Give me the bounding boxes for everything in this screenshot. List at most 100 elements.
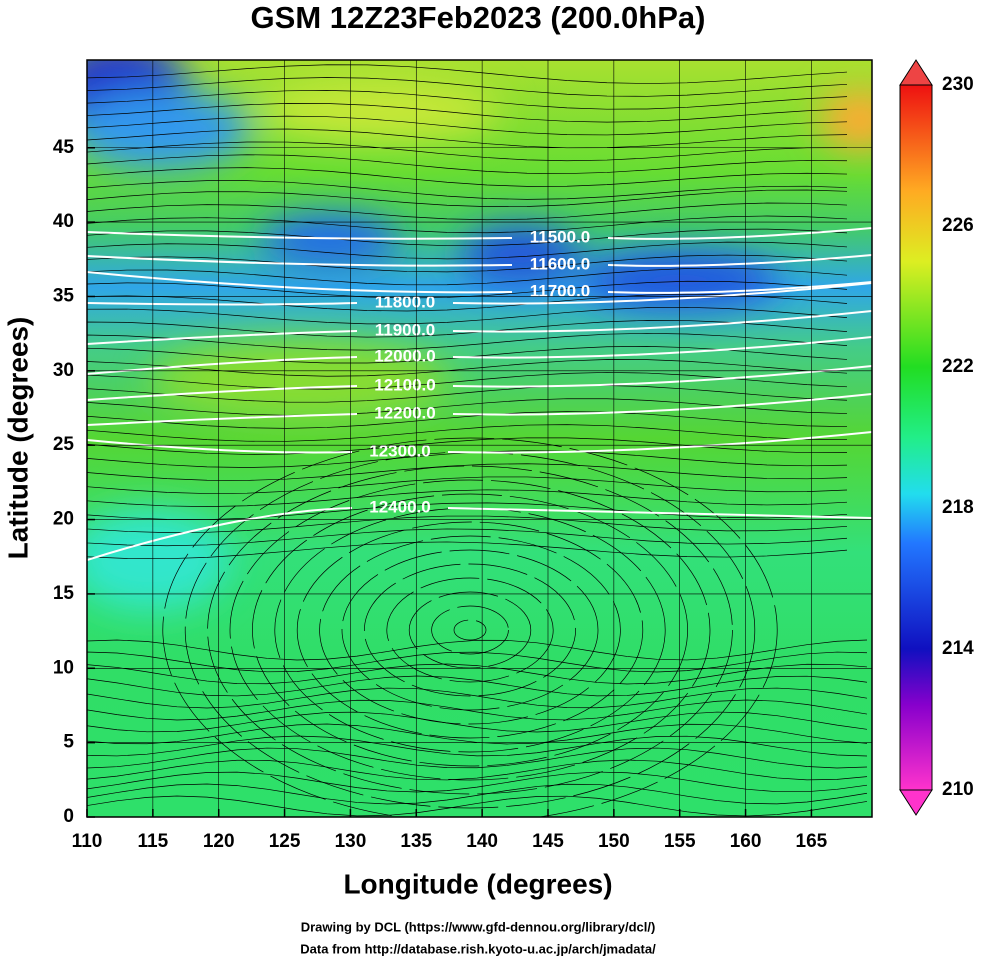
streamline [87, 771, 868, 793]
credit-line: Drawing by DCL (https://www.gfd-dennou.o… [301, 919, 656, 934]
x-axis-label: Longitude (degrees) [343, 868, 612, 899]
streamlines [87, 64, 868, 817]
y-tick-label: 0 [63, 806, 74, 827]
streamline [252, 493, 688, 767]
streamline [87, 795, 868, 817]
streamline [431, 605, 509, 655]
x-tick-label: 110 [72, 831, 103, 852]
streamline [87, 424, 848, 442]
streamline [87, 639, 868, 661]
y-tick-label: 35 [53, 285, 75, 306]
x-tick-label: 130 [335, 831, 367, 852]
contour-line [87, 310, 872, 345]
streamline [87, 280, 848, 299]
contour-line [87, 254, 872, 267]
streamline [296, 521, 644, 739]
streamline [341, 549, 599, 711]
x-tick-label: 140 [466, 831, 498, 852]
y-tick-label: 20 [53, 509, 74, 530]
contour-line [87, 393, 872, 426]
streamline [87, 735, 868, 757]
colorbar-tick-label: 214 [942, 638, 974, 659]
x-tick-label: 160 [730, 831, 762, 852]
streamline [87, 115, 848, 136]
contour-label: 11900.0 [375, 320, 436, 339]
y-tick-label: 10 [53, 657, 74, 678]
streamline [87, 711, 868, 733]
colorbar-tick-label: 218 [942, 497, 974, 518]
streamline [87, 167, 848, 187]
streamline [87, 489, 848, 507]
colorbar-tick-label: 226 [942, 215, 974, 236]
streamline [87, 293, 848, 312]
streamline [87, 463, 848, 481]
streamline [162, 437, 778, 817]
streamline [87, 663, 868, 685]
y-axis-label: Latitude (degrees) [2, 317, 33, 560]
x-tick-label: 120 [203, 831, 235, 852]
streamline [87, 320, 848, 338]
streamline [87, 385, 848, 403]
streamline [87, 747, 868, 769]
streamline [87, 128, 848, 149]
streamline [87, 189, 848, 207]
streamline [87, 346, 848, 364]
streamline [87, 254, 848, 273]
streamline [319, 535, 621, 725]
x-tick-label: 125 [269, 831, 301, 852]
streamline [87, 699, 868, 721]
y-tick-label: 45 [53, 137, 75, 158]
credit-line: Data from http://database.rish.kyoto-u.a… [300, 941, 656, 956]
streamline [229, 479, 711, 781]
streamline [207, 465, 733, 795]
streamline [87, 411, 848, 429]
x-tick-label: 165 [796, 831, 828, 852]
streamline [87, 228, 848, 247]
contour-label: 11600.0 [530, 254, 591, 273]
streamline [87, 64, 848, 84]
contour-line [87, 227, 872, 240]
streamline [87, 141, 848, 162]
streamline [87, 476, 848, 494]
streamline [87, 241, 848, 260]
streamline [87, 528, 848, 547]
y-tick-label: 25 [53, 434, 75, 455]
streamline [87, 687, 868, 709]
contour-label: 12300.0 [369, 441, 430, 460]
y-tick-label: 5 [63, 732, 74, 753]
streamline [87, 398, 848, 416]
contours: 11500.0 11600.0 11700.0 11800.0 11900.0 12000… [87, 227, 872, 561]
y-tick-label: 30 [53, 360, 74, 381]
streamline [87, 103, 848, 123]
x-tick-label: 115 [138, 831, 169, 852]
y-tick-label: 40 [53, 211, 74, 232]
streamline [386, 577, 554, 683]
streamline [87, 180, 848, 200]
field: 11500.0 11600.0 11700.0 11800.0 11900.0 12000… [87, 60, 872, 817]
streamline [87, 541, 848, 560]
streamline [87, 267, 848, 286]
title: GSM 12Z23Feb2023 (200.0hPa) [251, 0, 706, 35]
streamline [87, 215, 848, 234]
streamline [453, 619, 487, 641]
contour-line [87, 365, 872, 401]
streamline [87, 306, 848, 325]
contour-line [87, 431, 872, 454]
colorbar-tick-label: 222 [942, 356, 974, 377]
streamline [87, 675, 868, 697]
colorbar-tick-label: 230 [942, 74, 974, 95]
x-tick-label: 155 [664, 831, 696, 852]
streamline [87, 154, 848, 174]
colorbar [899, 59, 933, 816]
streamline [364, 563, 576, 697]
streamline [87, 437, 848, 455]
contour-label: 12200.0 [374, 403, 435, 422]
streamline [87, 450, 848, 468]
contour-label: 11500.0 [530, 227, 591, 246]
streamline [87, 202, 848, 221]
streamline [87, 651, 868, 673]
x-tick-label: 150 [598, 831, 630, 852]
y-tick-label: 15 [53, 583, 75, 604]
colorbar-tick-label: 210 [942, 779, 974, 800]
